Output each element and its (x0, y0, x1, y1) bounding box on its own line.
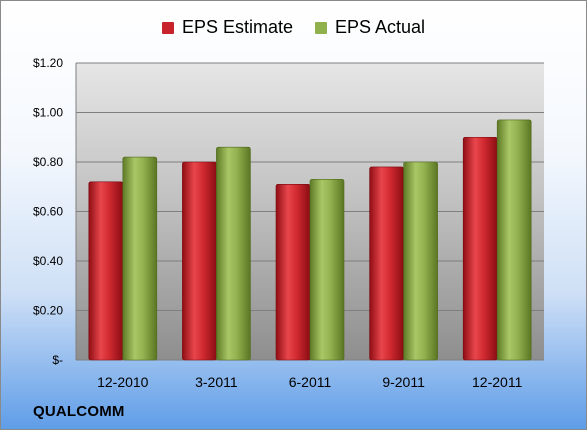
y-tick-label: $0.60 (33, 205, 63, 219)
company-name: QUALCOMM (33, 403, 125, 420)
x-tick-label: 3-2011 (195, 374, 238, 390)
x-tick-label: 12-2010 (97, 374, 149, 390)
bar-eps-estimate (369, 166, 404, 361)
legend: EPS Estimate EPS Actual (1, 17, 586, 38)
bar-eps-actual (496, 119, 532, 361)
y-tick-label: $1.00 (33, 106, 63, 120)
bar-eps-actual (403, 161, 438, 361)
x-tick-label: 9-2011 (382, 374, 425, 390)
bar-eps-estimate (275, 183, 311, 361)
bar-eps-estimate (88, 181, 124, 361)
y-tick-label: $0.80 (33, 155, 63, 169)
legend-label-actual: EPS Actual (334, 17, 426, 37)
legend-swatch-actual (314, 21, 327, 34)
x-tick-label: 12-2011 (472, 374, 523, 390)
legend-item-actual: EPS Actual (314, 17, 426, 38)
legend-swatch-estimate (161, 21, 174, 34)
y-tick-label: $- (52, 353, 63, 367)
bar-eps-actual (122, 156, 158, 361)
y-tick-label: $1.20 (33, 56, 63, 70)
x-tick-label: 6-2011 (289, 374, 332, 390)
bar-eps-estimate (462, 136, 498, 361)
y-tick-label: $0.40 (33, 254, 63, 268)
bar-eps-estimate (182, 161, 217, 361)
y-tick-label: $0.20 (33, 304, 63, 318)
bar-eps-actual (309, 179, 345, 361)
bar-eps-actual (216, 146, 251, 361)
legend-label-estimate: EPS Estimate (181, 17, 293, 37)
legend-item-estimate: EPS Estimate (161, 17, 293, 38)
